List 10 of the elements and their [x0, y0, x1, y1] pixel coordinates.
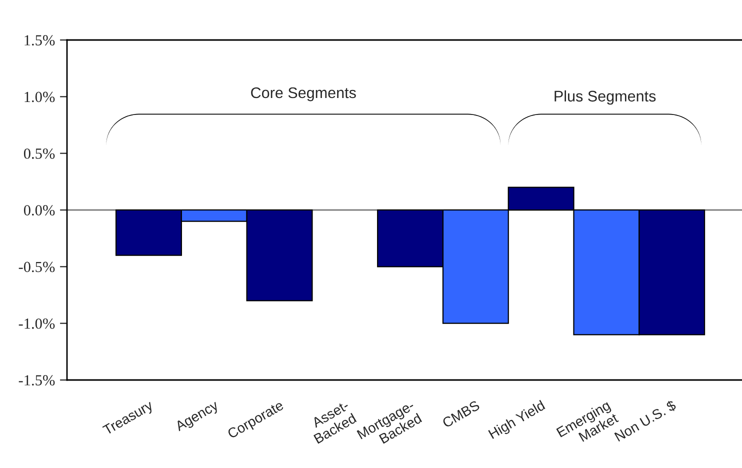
y-tick-label: 0.5% [24, 148, 55, 159]
y-tick-label: -1.5% [18, 375, 55, 386]
y-tick-label: -1.0% [18, 318, 55, 329]
annotation: Core Segments [251, 87, 356, 102]
annotation: Plus Segments [554, 90, 656, 105]
y-tick-label: -0.5% [18, 262, 55, 272]
y-tick-label: 1.5% [24, 35, 55, 46]
x-tick-label: High Yield [488, 400, 547, 442]
y-tick-label: 1.0% [24, 92, 55, 102]
y-tick-label: 0.0% [24, 205, 55, 216]
